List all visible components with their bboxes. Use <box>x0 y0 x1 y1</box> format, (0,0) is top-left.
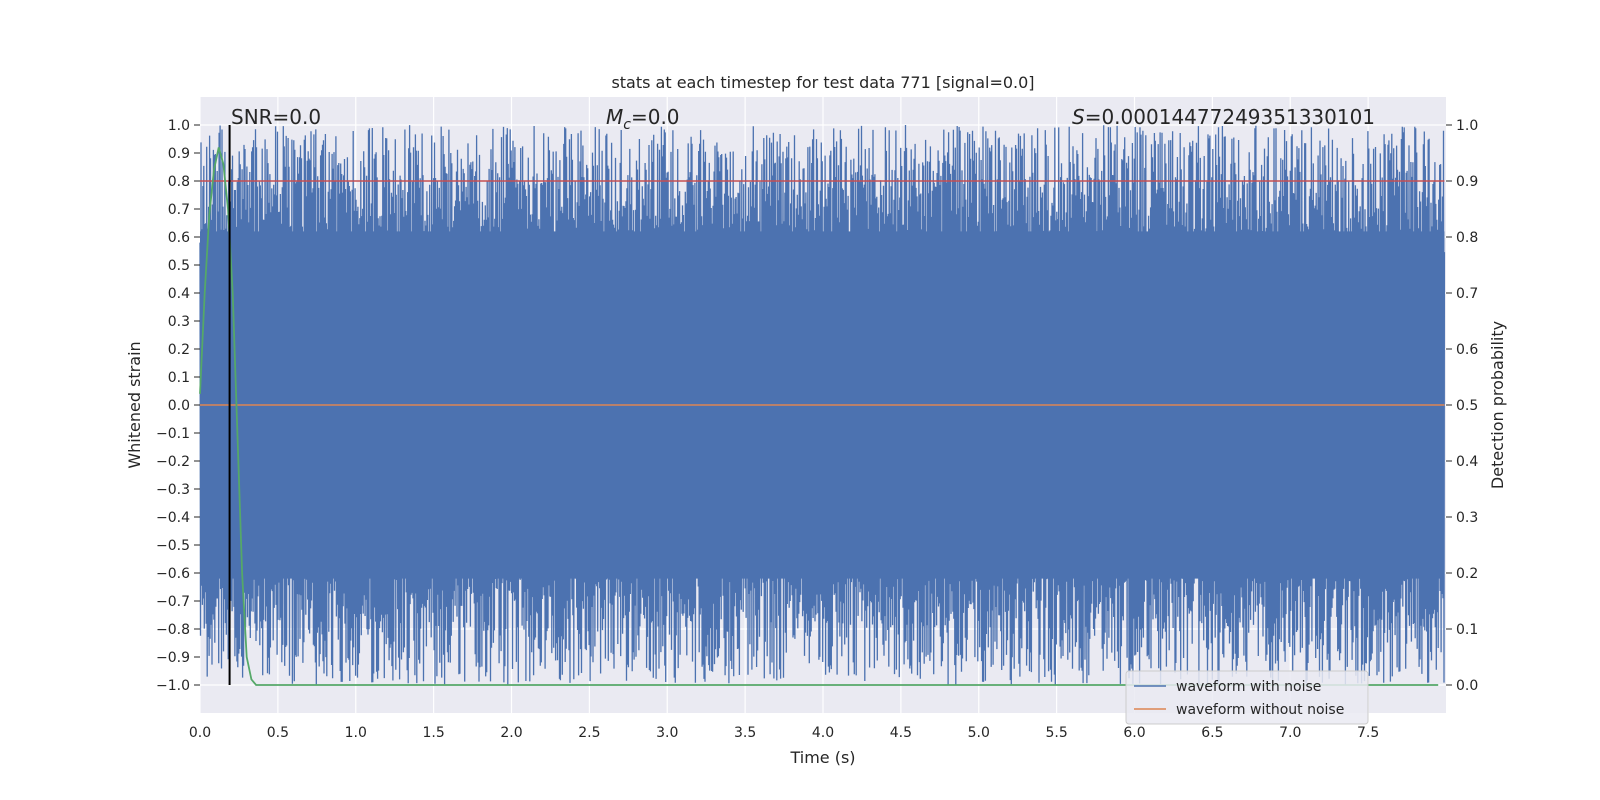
right-y-tick-label: 0.6 <box>1456 342 1478 358</box>
left-y-tick-label: −1.0 <box>156 678 190 694</box>
left-y-tick-label: 1.0 <box>168 118 190 134</box>
chirp-mass-value: =0.0 <box>631 105 680 129</box>
right-y-tick-label: 0.8 <box>1456 230 1478 246</box>
left-y-tick-label: −0.3 <box>156 482 190 498</box>
left-y-tick-label: −0.6 <box>156 566 190 582</box>
x-tick-label: 3.0 <box>656 725 678 741</box>
chirp-mass-subscript: c <box>623 117 631 133</box>
left-y-tick-label: −0.4 <box>156 510 190 526</box>
left-y-tick-label: −0.7 <box>156 594 190 610</box>
chart-title: stats at each timestep for test data 771… <box>611 73 1034 92</box>
legend-label-waveform-without-noise: waveform without noise <box>1176 702 1344 718</box>
score-symbol: S <box>1072 105 1085 129</box>
x-tick-label: 0.0 <box>189 725 211 741</box>
left-y-tick-label: −0.2 <box>156 454 190 470</box>
right-y-axis-label: Detection probability <box>1488 321 1507 489</box>
x-tick-label: 7.5 <box>1357 725 1379 741</box>
x-tick-label: 1.5 <box>422 725 444 741</box>
x-tick-label: 0.5 <box>267 725 289 741</box>
x-axis-label: Time (s) <box>789 748 855 767</box>
right-y-tick-label: 0.0 <box>1456 678 1478 694</box>
left-y-tick-label: −0.1 <box>156 426 190 442</box>
score-value: =0.00014477249351330101 <box>1085 105 1375 129</box>
legend: waveform with noise waveform without noi… <box>1125 670 1369 725</box>
x-tick-label: 2.5 <box>578 725 600 741</box>
x-tick-label: 2.0 <box>500 725 522 741</box>
left-y-tick-label: 0.3 <box>168 314 190 330</box>
x-tick-label: 7.0 <box>1279 725 1301 741</box>
legend-box <box>1125 670 1369 725</box>
x-tick-label: 6.0 <box>1123 725 1145 741</box>
left-y-tick-label: 0.7 <box>168 202 190 218</box>
left-y-tick-label: 0.1 <box>168 370 190 386</box>
right-y-tick-label: 0.2 <box>1456 566 1478 582</box>
right-y-tick-label: 0.7 <box>1456 286 1478 302</box>
left-y-tick-label: 0.8 <box>168 174 190 190</box>
x-tick-label: 4.0 <box>812 725 834 741</box>
left-y-tick-label: −0.5 <box>156 538 190 554</box>
left-y-axis-label: Whitened strain <box>125 341 144 468</box>
right-y-tick-label: 0.4 <box>1456 454 1478 470</box>
axis-ticks: 0.0 0.5 1.0 1.5 2.0 2.5 3.0 3.5 4.0 4.5 5.0 5.5 6.0 6… <box>156 118 1478 741</box>
x-tick-label: 5.0 <box>968 725 990 741</box>
x-tick-label: 3.5 <box>734 725 756 741</box>
left-y-tick-label: 0.9 <box>168 146 190 162</box>
snr-annotation: SNR=0.0 <box>231 105 321 129</box>
left-y-tick-label: 0.5 <box>168 258 190 274</box>
right-y-tick-label: 0.1 <box>1456 622 1478 638</box>
chirp-mass-symbol: M <box>606 105 623 129</box>
left-y-tick-label: −0.9 <box>156 650 190 666</box>
right-y-tick-label: 0.5 <box>1456 398 1478 414</box>
x-tick-label: 1.0 <box>345 725 367 741</box>
left-y-tick-label: 0.4 <box>168 286 190 302</box>
x-tick-label: 5.5 <box>1045 725 1067 741</box>
x-tick-label: 6.5 <box>1201 725 1223 741</box>
chirp-mass-annotation: Mc=0.0 <box>606 105 680 133</box>
detection-probability-line <box>199 147 1439 686</box>
left-y-tick-label: 0.2 <box>168 342 190 358</box>
x-tick-label: 4.5 <box>890 725 912 741</box>
legend-label-waveform-with-noise: waveform with noise <box>1176 679 1321 695</box>
left-y-tick-label: 0.6 <box>168 230 190 246</box>
left-y-tick-label: 0.0 <box>168 398 190 414</box>
right-y-tick-label: 1.0 <box>1456 118 1478 134</box>
left-y-tick-label: −0.8 <box>156 622 190 638</box>
score-annotation: S=0.00014477249351330101 <box>1072 105 1375 129</box>
right-y-tick-label: 0.3 <box>1456 510 1478 526</box>
right-y-tick-label: 0.9 <box>1456 174 1478 190</box>
